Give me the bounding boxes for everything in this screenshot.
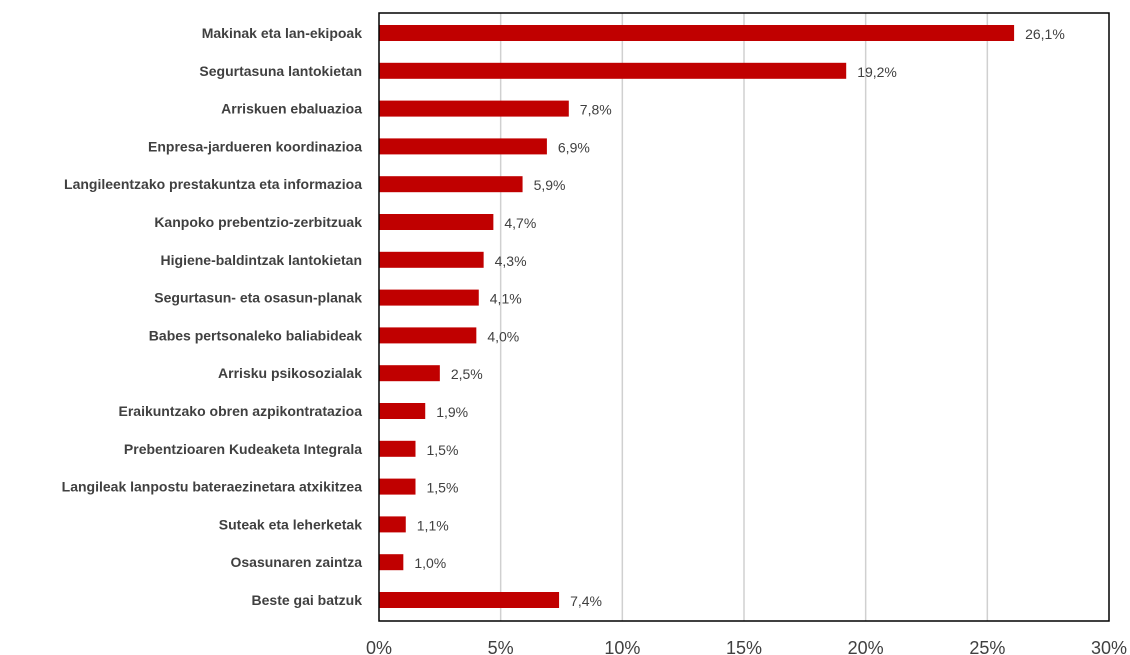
category-label: Enpresa-jardueren koordinazioa	[148, 138, 362, 154]
category-label: Higiene-baldintzak lantokietan	[161, 252, 362, 268]
value-label: 26,1%	[1025, 26, 1065, 42]
category-label: Babes pertsonaleko baliabideak	[149, 327, 362, 343]
category-label: Segurtasuna lantokietan	[199, 63, 362, 79]
value-label: 7,8%	[580, 102, 612, 118]
value-label: 4,3%	[495, 253, 527, 269]
bar	[379, 251, 484, 268]
x-tick-label: 25%	[969, 638, 1005, 655]
value-label: 5,9%	[534, 177, 566, 193]
value-label: 1,1%	[417, 517, 449, 533]
value-label: 1,5%	[427, 480, 459, 496]
bar	[379, 138, 547, 155]
gridlines	[499, 13, 989, 621]
plot-area-frame	[378, 12, 1110, 622]
category-label: Prebentzioaren Kudeaketa Integrala	[124, 441, 362, 457]
bar	[379, 289, 479, 306]
category-label: Arriskuen ebaluazioa	[221, 101, 362, 117]
category-label: Arrisku psikosozialak	[218, 365, 362, 381]
value-label: 2,5%	[451, 366, 483, 382]
bar	[379, 62, 847, 79]
category-label: Eraikuntzako obren azpikontratazioa	[119, 403, 363, 419]
bars	[379, 25, 1015, 608]
value-label: 4,1%	[490, 291, 522, 307]
bar	[379, 327, 477, 344]
bar	[379, 365, 440, 382]
value-label: 1,9%	[436, 404, 468, 420]
value-label: 19,2%	[857, 64, 897, 80]
category-label: Kanpoko prebentzio-zerbitzuak	[154, 214, 362, 230]
bar	[379, 100, 569, 117]
category-label: Beste gai batzuk	[252, 592, 363, 608]
value-label: 7,4%	[570, 593, 602, 609]
value-label: 4,7%	[504, 215, 536, 231]
category-labels: Makinak eta lan-ekipoak Segurtasuna lanto…	[62, 25, 363, 608]
category-label: Langileentzako prestakuntza eta informaz…	[64, 176, 362, 192]
x-tick-label: 30%	[1091, 638, 1127, 655]
bar	[379, 403, 426, 419]
value-label: 1,5%	[427, 442, 459, 458]
bar	[379, 176, 523, 193]
bar	[379, 554, 404, 571]
category-label: Suteak eta leherketak	[219, 516, 362, 532]
x-tick-label: 15%	[726, 638, 762, 655]
value-label: 4,0%	[487, 328, 519, 344]
x-tick-label: 10%	[604, 638, 640, 655]
bar	[379, 214, 494, 230]
category-label: Osasunaren zaintza	[231, 554, 363, 570]
value-label: 6,9%	[558, 139, 590, 155]
bar	[379, 25, 1015, 41]
bar	[379, 440, 416, 457]
value-label: 1,0%	[414, 555, 446, 571]
category-label: Langileak lanpostu bateraezinetara atxik…	[62, 479, 363, 495]
x-tick-label: 5%	[488, 638, 514, 655]
x-axis-tick-labels: 0% 5% 10% 15% 20% 25% 30%	[366, 638, 1127, 655]
value-labels: 26,1% 19,2% 7,8% 6,9% 5,9% 4,7% 4,3% 4,1% 4,0% 2,…	[414, 26, 1064, 609]
category-label: Makinak eta lan-ekipoak	[202, 25, 363, 41]
bar	[379, 516, 406, 533]
bar	[379, 592, 560, 608]
x-tick-label: 0%	[366, 638, 392, 655]
bar	[379, 478, 416, 495]
x-tick-label: 20%	[848, 638, 884, 655]
category-label: Segurtasun- eta osasun-planak	[154, 290, 362, 306]
